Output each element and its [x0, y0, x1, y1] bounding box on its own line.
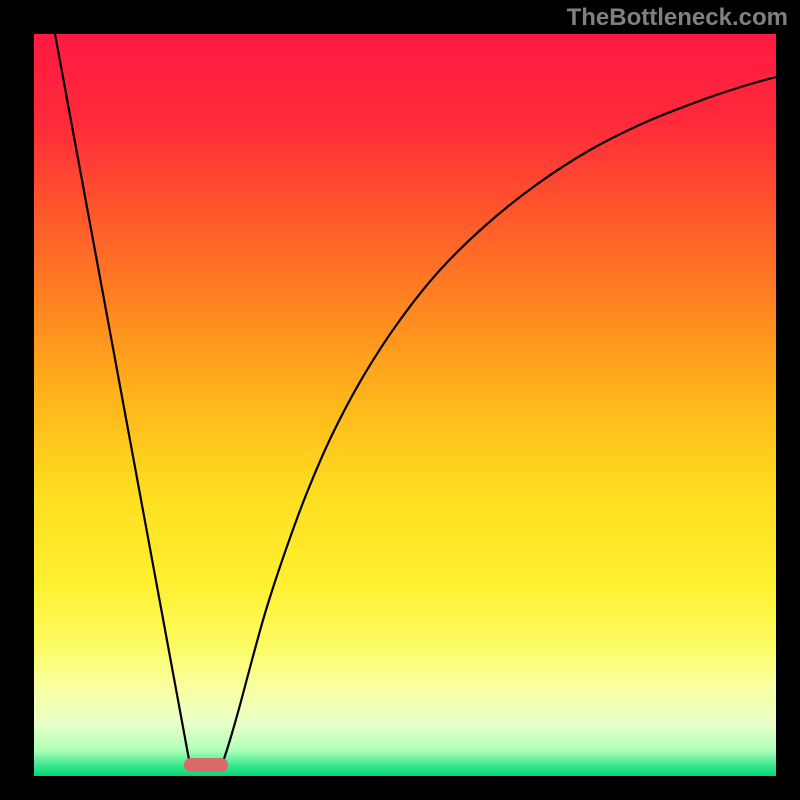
attribution-text: TheBottleneck.com — [567, 4, 788, 32]
heat-gradient-background — [34, 34, 776, 776]
bottleneck-chart — [0, 0, 800, 800]
chart-container: { "attribution": { "text": "TheBottlenec… — [0, 0, 800, 800]
optimum-marker — [184, 758, 228, 772]
